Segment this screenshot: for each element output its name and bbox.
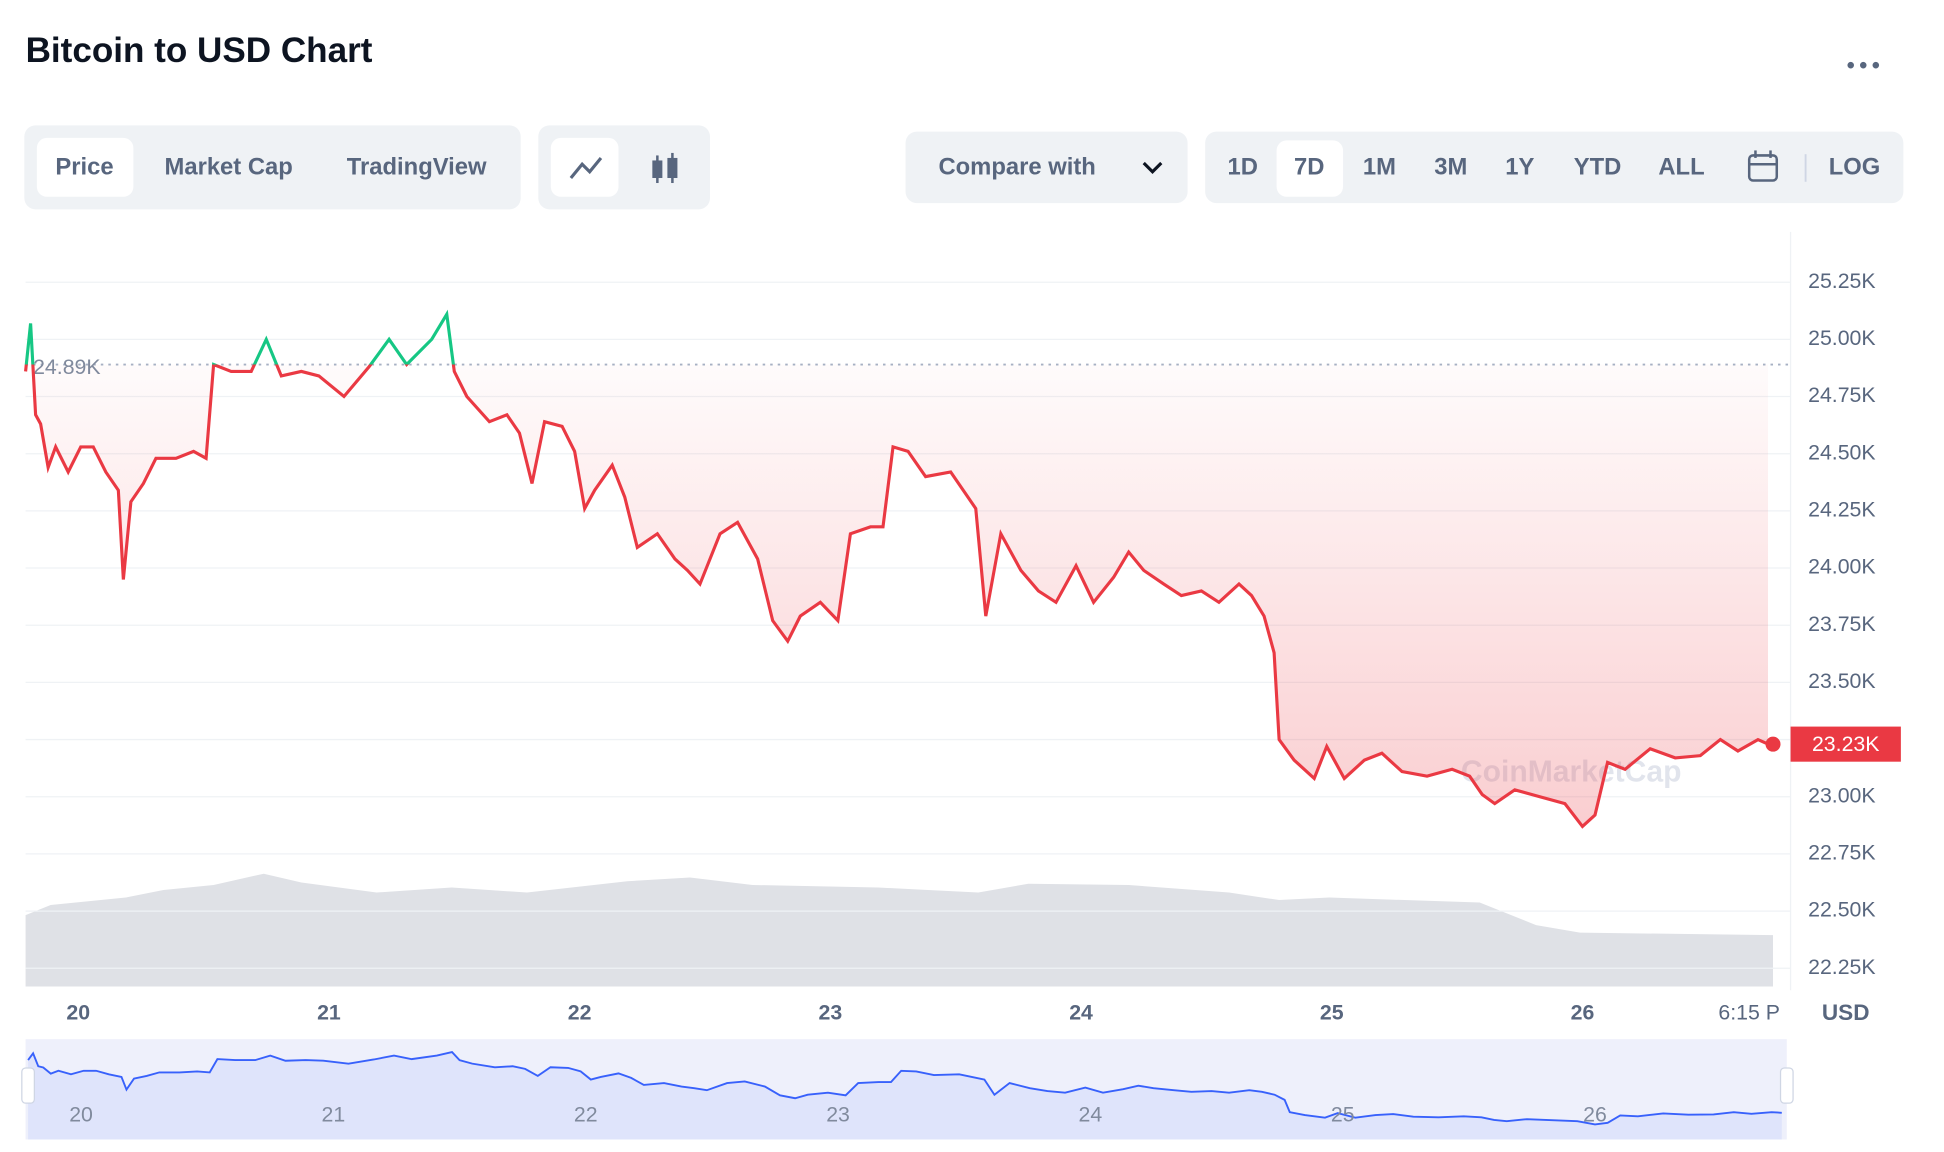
last-price-label: 23.23K — [1812, 732, 1880, 756]
tab-group — [24, 125, 521, 210]
navigator-handle[interactable] — [1779, 1067, 1794, 1104]
x-tick-label: 6:15 P — [1718, 1001, 1780, 1025]
tab[interactable]: Market Cap — [165, 153, 293, 180]
range-button[interactable]: YTD — [1574, 153, 1622, 180]
x-tick-label: 20 — [66, 1001, 90, 1025]
candle-icon[interactable] — [652, 152, 678, 184]
calendar-icon[interactable] — [1747, 150, 1779, 182]
compare-label: Compare with — [938, 153, 1095, 180]
range-button[interactable]: 1Y — [1505, 153, 1534, 180]
chevron — [1142, 161, 1163, 174]
navigator-area — [28, 1052, 1782, 1140]
navigator-tick-label: 20 — [69, 1102, 93, 1126]
y-tick-label: 22.50K — [1808, 898, 1876, 922]
x-tick-label: 26 — [1571, 1001, 1595, 1025]
y-tick-label: 23.75K — [1808, 612, 1876, 636]
navigator-tick-label: 26 — [1583, 1102, 1607, 1126]
navigator-tick-label: 24 — [1079, 1102, 1103, 1126]
last-price-dot — [1765, 736, 1781, 752]
range-group — [1205, 131, 1904, 204]
compare-dropdown[interactable] — [905, 131, 1188, 204]
x-tick-label: 22 — [568, 1001, 592, 1025]
price-line-down — [24, 364, 1769, 829]
range-button[interactable]: 7D — [1294, 153, 1324, 180]
x-tick-label: 23 — [818, 1001, 842, 1025]
navigator-line — [27, 1051, 1782, 1126]
range-button[interactable]: ALL — [1658, 153, 1704, 180]
volume-area — [25, 873, 1774, 987]
y-tick-label: 23.00K — [1808, 783, 1876, 807]
currency-label: USD — [1822, 1000, 1870, 1025]
y-tick-label: 22.25K — [1808, 955, 1876, 979]
price-area — [25, 364, 1768, 827]
tab-selected — [36, 137, 134, 197]
y-tick-label: 24.00K — [1808, 555, 1876, 579]
y-tick-label: 24.75K — [1808, 383, 1876, 407]
navigator-tick-label: 23 — [826, 1102, 850, 1126]
y-tick-label: 22.75K — [1808, 841, 1876, 865]
range-selected — [1276, 140, 1344, 197]
tab[interactable]: Price — [55, 153, 113, 180]
y-tick-label: 23.50K — [1808, 669, 1876, 693]
more-menu[interactable] — [1847, 61, 1880, 69]
navigator-tick-label: 22 — [574, 1102, 598, 1126]
y-tick-label: 24.50K — [1808, 440, 1876, 464]
y-tick-label: 24.25K — [1808, 498, 1876, 522]
range-button[interactable]: 3M — [1434, 153, 1467, 180]
reference-label: 24.89K — [33, 355, 101, 379]
y-tick-label: 25.25K — [1808, 269, 1876, 293]
range-button[interactable]: 1D — [1228, 153, 1258, 180]
tab[interactable]: TradingView — [347, 153, 487, 180]
x-tick-label: 25 — [1320, 1001, 1344, 1025]
navigator-handle[interactable] — [21, 1067, 35, 1104]
navigator-tick-label: 25 — [1331, 1102, 1355, 1126]
log-button[interactable]: LOG — [1829, 153, 1881, 180]
last-price-badge — [1790, 726, 1901, 762]
title: Bitcoin to USD Chart — [26, 31, 373, 70]
x-tick-label: 24 — [1069, 1001, 1093, 1025]
y-tick-label: 25.00K — [1808, 326, 1876, 350]
range-button[interactable]: 1M — [1363, 153, 1396, 180]
navigator-tick-label: 21 — [322, 1102, 346, 1126]
x-tick-label: 21 — [317, 1001, 341, 1025]
line-icon — [569, 156, 603, 179]
